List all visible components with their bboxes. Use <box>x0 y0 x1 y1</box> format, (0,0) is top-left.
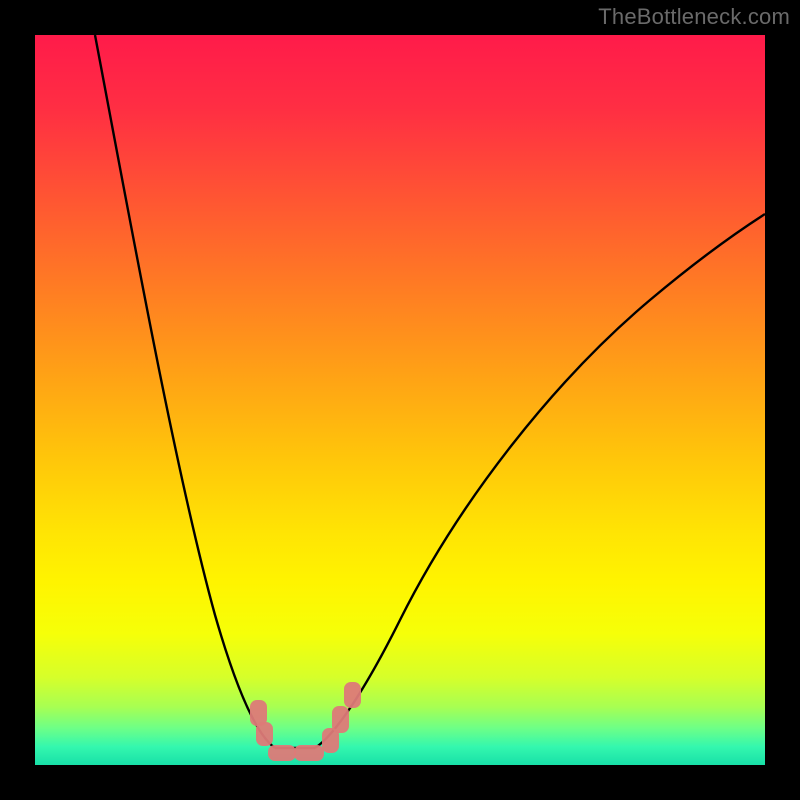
marker-pill <box>268 745 296 761</box>
marker-pill <box>256 722 273 746</box>
marker-pill <box>294 745 324 761</box>
watermark-text: TheBottleneck.com <box>598 4 790 30</box>
chart-container: TheBottleneck.com <box>0 0 800 800</box>
plot-background-gradient <box>35 35 765 765</box>
marker-pill <box>344 682 361 708</box>
chart-canvas <box>0 0 800 800</box>
marker-pill <box>332 706 349 733</box>
